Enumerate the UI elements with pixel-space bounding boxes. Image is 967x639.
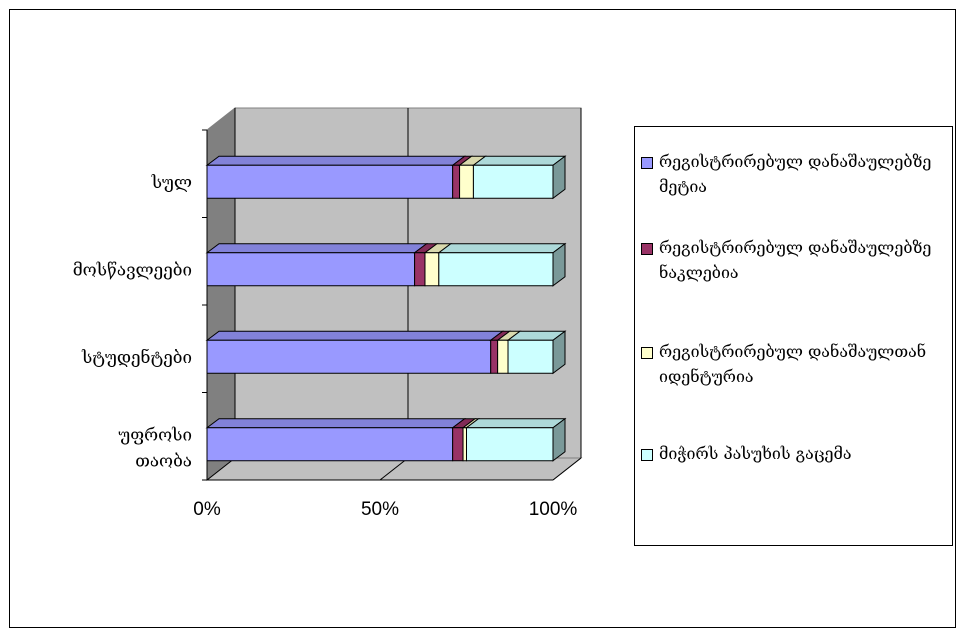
bar-1-3 <box>438 252 554 287</box>
bar-1-0 <box>206 252 416 287</box>
bar-0-3 <box>472 164 554 199</box>
x-tick-label-0: 0% <box>193 499 221 520</box>
bar-3-1 <box>452 427 464 462</box>
category-label-1: მოსწავლეები <box>73 260 192 280</box>
bar-top-1-0 <box>205 243 429 254</box>
bar-2-2 <box>497 339 509 374</box>
legend-item-series-2: რეგისტრირებულ დანაშაულებზე ნაკლებია <box>641 235 939 285</box>
legend-item-series-4: მიჭირს პასუხის გაცემა <box>641 441 939 466</box>
bar-end-0 <box>552 155 566 200</box>
axes-group <box>202 129 553 481</box>
bar-1-2 <box>424 252 440 287</box>
gridline-floor-1 <box>379 457 409 481</box>
gridline-floor-2 <box>552 457 582 481</box>
tick-labels: 0% 50% 100% <box>193 499 577 520</box>
bar-3-0 <box>206 427 454 462</box>
bar-top-0-0 <box>205 155 467 166</box>
legend-swatch-3 <box>641 347 653 359</box>
bar-1-1 <box>414 252 426 287</box>
legend-item-series-3: რეგისტრირებულ დანაშაულთან იდენტურია <box>641 339 939 389</box>
bar-2-0 <box>206 339 492 374</box>
bars-group <box>205 155 567 462</box>
legend: რეგისტრირებულ დანაშაულებზე მეტია რეგისტრ… <box>634 126 953 546</box>
legend-label-3: რეგისტრირებულ დანაშაულთან იდენტურია <box>659 342 927 386</box>
legend-swatch-1 <box>641 157 653 169</box>
bar-2-1 <box>490 339 499 374</box>
legend-label-4: მიჭირს პასუხის გაცემა <box>659 444 852 463</box>
legend-swatch-4 <box>641 449 653 461</box>
legend-swatch-2 <box>641 243 653 255</box>
bar-3-2 <box>462 427 468 462</box>
category-label-line: თაობა <box>135 451 192 471</box>
x-tick-label-1: 50% <box>361 499 399 520</box>
bar-0-0 <box>206 164 454 199</box>
bar-top-0-3 <box>471 155 567 166</box>
category-label-0: სულ <box>151 173 192 193</box>
bar-top-2-0 <box>205 330 505 341</box>
bar-3-3 <box>466 427 554 462</box>
category-labels: სულ მოსწავლეები სტუდენტები უფროსი თაობა <box>73 173 192 472</box>
bar-end-2 <box>552 330 566 375</box>
legend-item-series-1: რეგისტრირებულ დანაშაულებზე მეტია <box>641 149 939 199</box>
bar-end-1 <box>552 242 566 287</box>
legend-label-2: რეგისტრირებულ დანაშაულებზე ნაკლებია <box>659 238 932 282</box>
category-label-2: სტუდენტები <box>81 348 192 368</box>
bar-top-3-0 <box>205 418 467 429</box>
bar-2-3 <box>507 339 554 374</box>
bar-top-3-3 <box>465 418 567 429</box>
bar-end-3 <box>552 417 566 462</box>
legend-label-1: რეგისტრირებულ დანაშაულებზე მეტია <box>659 152 932 196</box>
gridline-floor-0 <box>206 457 236 481</box>
bar-0-2 <box>459 164 474 199</box>
x-tick-label-2: 100% <box>529 499 578 520</box>
bar-0-1 <box>452 164 461 199</box>
category-label-line: უფროსი <box>118 425 192 445</box>
bar-top-1-3 <box>437 243 567 254</box>
category-label-3: უფროსი თაობა <box>118 425 192 471</box>
